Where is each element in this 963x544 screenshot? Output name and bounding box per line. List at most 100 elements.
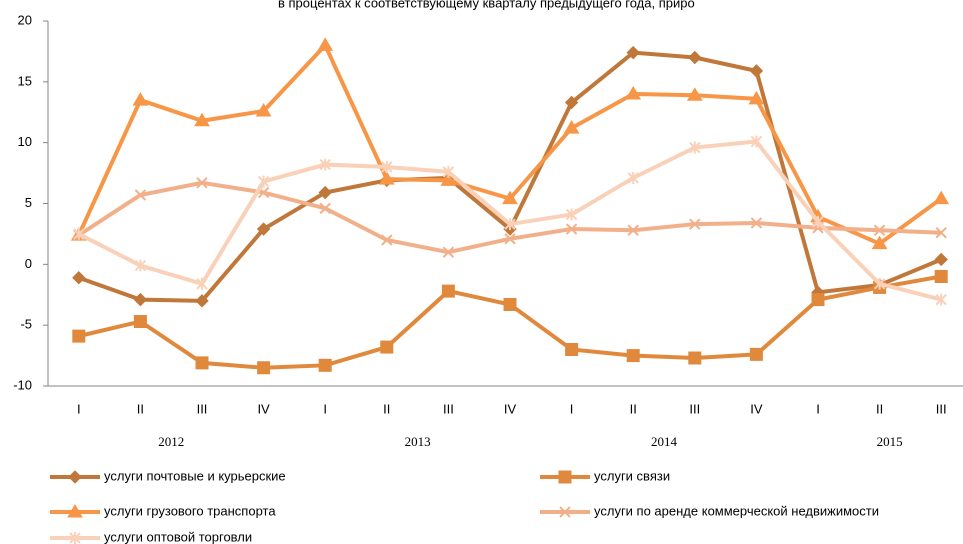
y-tick-label: -5 [20, 317, 32, 332]
x-tick-label: II [876, 401, 883, 416]
x-tick-label: I [77, 401, 81, 416]
marker [934, 252, 948, 267]
marker [811, 293, 825, 307]
x-tick-label: II [383, 401, 390, 416]
legend-marker [559, 506, 571, 518]
legend-marker [68, 470, 82, 484]
chart-title: в процентах к соответствующему кварталу … [278, 0, 695, 10]
x-tick-label: II [137, 401, 144, 416]
marker [441, 284, 455, 298]
marker [565, 343, 579, 356]
legend-marker [69, 532, 81, 544]
series-line [78, 50, 942, 303]
marker [873, 224, 886, 236]
marker [933, 190, 950, 205]
series [72, 270, 948, 375]
marker [812, 215, 824, 228]
marker [564, 95, 579, 110]
series [73, 177, 947, 258]
y-tick-label: 5 [25, 195, 32, 210]
marker [256, 222, 271, 236]
marker [196, 277, 208, 290]
marker [196, 177, 208, 189]
marker [625, 86, 642, 100]
legend-label: услуги связи [594, 468, 670, 483]
marker [563, 120, 580, 134]
marker [68, 470, 82, 484]
marker [935, 293, 947, 306]
marker [748, 90, 765, 105]
marker [318, 358, 332, 372]
marker [504, 218, 516, 231]
x-tick-label: I [570, 401, 574, 416]
year-label: 2015 [877, 434, 903, 449]
marker [69, 532, 81, 544]
marker [72, 271, 86, 285]
marker [317, 37, 334, 51]
marker [378, 171, 395, 185]
x-tick-label: I [323, 401, 327, 416]
marker [688, 351, 702, 365]
y-tick-label: 10 [18, 134, 32, 149]
marker [132, 92, 149, 106]
y-tick-label: 0 [25, 256, 32, 271]
x-tick-label: III [443, 401, 454, 416]
marker [73, 227, 85, 240]
series [72, 45, 948, 308]
marker [319, 202, 331, 215]
legend-label: услуги почтовые и курьерские [104, 468, 286, 483]
legend-label: услуги грузового транспорта [104, 503, 276, 518]
legend-marker [558, 470, 572, 484]
series-line [78, 274, 942, 370]
marker [503, 297, 517, 311]
x-tick-label: III [689, 401, 700, 416]
marker [749, 347, 763, 361]
marker [442, 165, 455, 178]
marker [442, 246, 455, 258]
year-label: 2012 [158, 434, 184, 449]
marker [565, 208, 578, 221]
marker [380, 340, 394, 354]
marker [318, 185, 332, 200]
x-tick-label: IV [750, 401, 763, 416]
marker [873, 277, 886, 290]
marker [381, 234, 393, 246]
marker [381, 161, 393, 173]
marker [934, 270, 948, 283]
marker [257, 361, 271, 375]
marker [504, 233, 516, 245]
marker [559, 506, 571, 518]
marker [626, 349, 640, 363]
marker [750, 217, 763, 229]
marker [257, 175, 270, 188]
marker [626, 45, 640, 60]
marker [627, 171, 639, 184]
legend-label: услуги оптовой торговли [104, 529, 252, 544]
y-tick-label: 15 [18, 73, 32, 88]
marker [689, 141, 701, 154]
marker [134, 259, 147, 272]
x-tick-label: III [936, 401, 947, 416]
marker [440, 172, 457, 186]
y-tick-label: -10 [13, 377, 32, 392]
marker [195, 294, 209, 308]
marker [871, 235, 888, 250]
marker [627, 224, 639, 236]
marker [686, 87, 703, 101]
marker [67, 504, 83, 518]
marker [255, 103, 272, 117]
marker [133, 292, 148, 307]
marker [134, 189, 147, 201]
marker [689, 218, 701, 230]
x-tick-label: III [197, 401, 208, 416]
marker [502, 190, 518, 205]
marker [72, 329, 86, 343]
marker [749, 64, 764, 78]
marker [935, 226, 947, 239]
marker [195, 356, 209, 370]
marker [750, 135, 763, 148]
x-tick-label: I [816, 401, 820, 416]
marker [565, 223, 578, 235]
